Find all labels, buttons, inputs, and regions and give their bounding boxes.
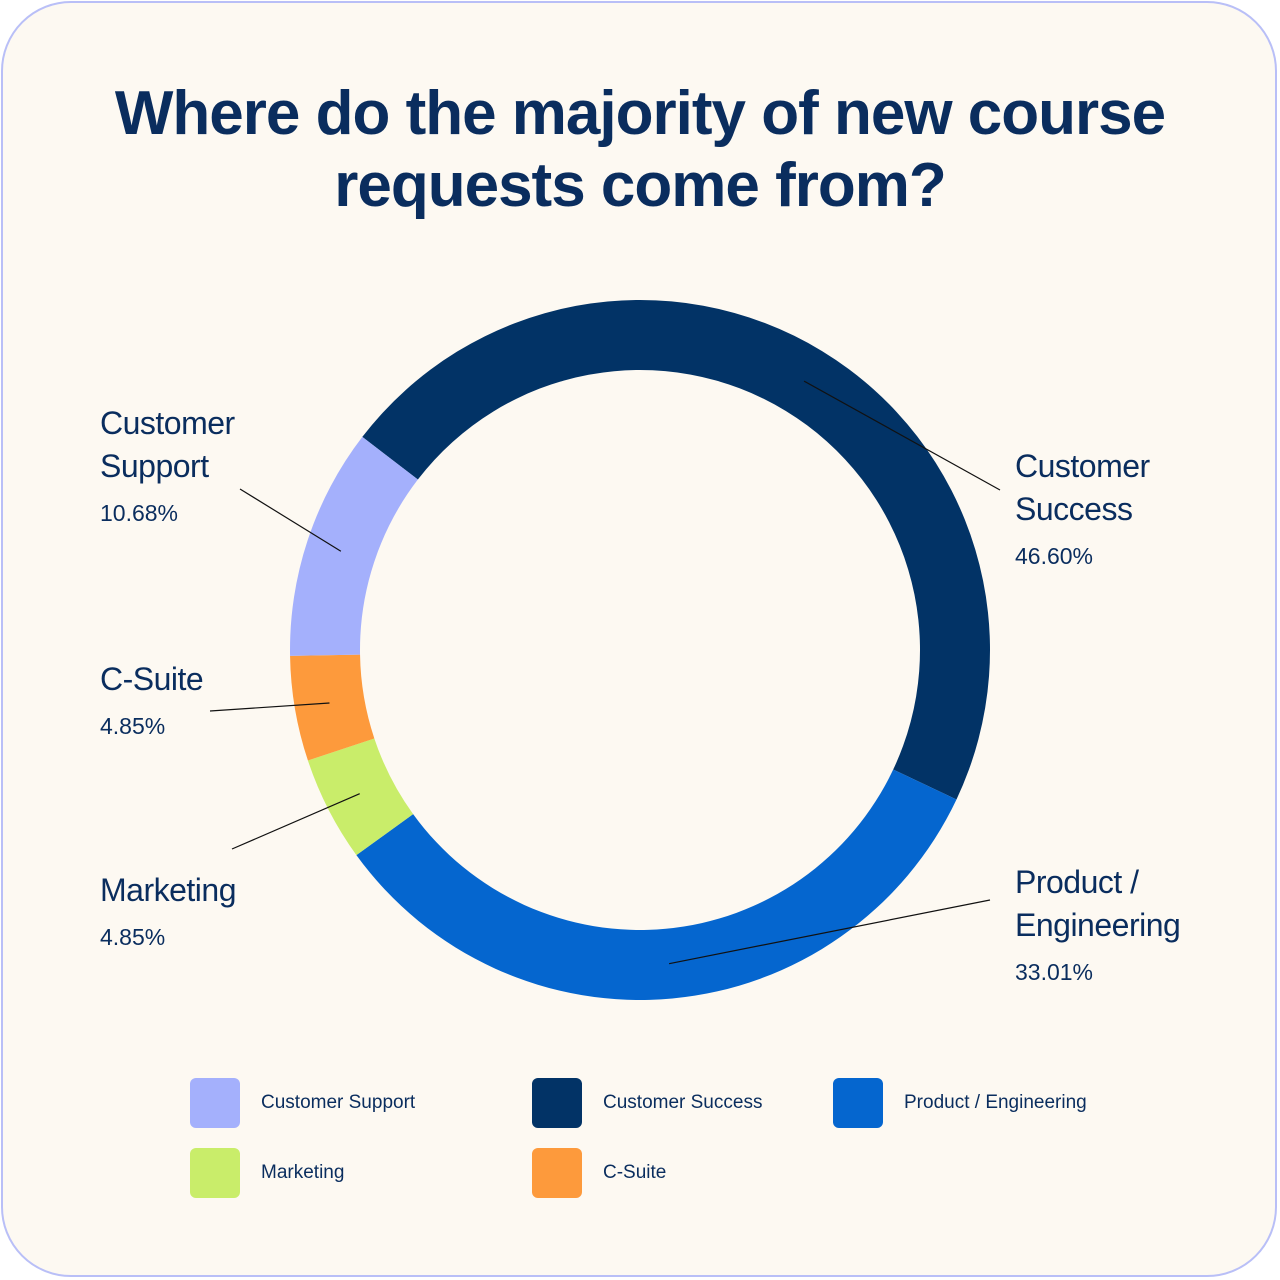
callout-marketing-name-line-1: Marketing bbox=[100, 872, 237, 908]
callout-customer-success-name-line-1: Customer bbox=[1015, 448, 1150, 484]
callout-customer-support-name-line-2: Support bbox=[100, 448, 209, 484]
leader-line-marketing bbox=[231, 793, 360, 850]
callout-customer-success-name-line-2: Success bbox=[1015, 491, 1133, 527]
chart-title-line-2: requests come from? bbox=[334, 151, 947, 220]
chart-title-line-1: Where do the majority of new course bbox=[114, 79, 1166, 148]
callout-product-engineering: Product / Engineering 33.01% bbox=[1015, 861, 1181, 987]
legend-swatch-customer-success bbox=[532, 1078, 582, 1128]
leader-line-product-engineering bbox=[668, 899, 991, 965]
callout-marketing-name: Marketing bbox=[100, 869, 237, 912]
callout-product-engineering-value: 33.01% bbox=[1015, 959, 1094, 985]
legend-item-c-suite: C-Suite bbox=[532, 1148, 666, 1198]
slice-product-engineering bbox=[356, 769, 957, 1000]
chart-legend: Customer Support Customer Success Produc… bbox=[190, 1078, 1150, 1200]
legend-label-c-suite: C-Suite bbox=[603, 1162, 667, 1183]
legend-item-marketing: Marketing bbox=[190, 1148, 344, 1198]
callout-product-engineering-name-line-2: Engineering bbox=[1015, 907, 1181, 943]
legend-label-customer-success: Customer Success bbox=[603, 1092, 763, 1113]
callout-customer-support-name: Customer Support bbox=[100, 402, 235, 488]
callout-customer-support-name-line-1: Customer bbox=[100, 405, 235, 441]
callout-customer-success: Customer Success 46.60% bbox=[1015, 445, 1150, 571]
leader-line-customer-support bbox=[239, 488, 342, 552]
slice-c-suite bbox=[290, 654, 375, 761]
legend-item-customer-support: Customer Support bbox=[190, 1078, 415, 1128]
callout-c-suite-name: C-Suite bbox=[100, 658, 204, 701]
callout-c-suite-name-line-1: C-Suite bbox=[100, 661, 204, 697]
callout-marketing: Marketing 4.85% bbox=[100, 869, 237, 952]
leader-line-c-suite bbox=[209, 702, 330, 712]
legend-swatch-product-engineering bbox=[833, 1078, 883, 1128]
legend-swatch-c-suite bbox=[532, 1148, 582, 1198]
slice-customer-success bbox=[362, 299, 991, 800]
slice-marketing bbox=[307, 738, 414, 856]
callout-product-engineering-name-line-1: Product / bbox=[1015, 864, 1139, 900]
chart-title: Where do the majority of new course requ… bbox=[0, 78, 1280, 222]
callout-customer-success-name: Customer Success bbox=[1015, 445, 1150, 531]
callout-c-suite-value: 4.85% bbox=[100, 713, 166, 739]
callout-c-suite: C-Suite 4.85% bbox=[100, 658, 204, 741]
callout-product-engineering-name: Product / Engineering bbox=[1015, 861, 1181, 947]
callout-customer-support: Customer Support 10.68% bbox=[100, 402, 235, 528]
legend-item-product-engineering: Product / Engineering bbox=[833, 1078, 1087, 1128]
slice-customer-support bbox=[290, 436, 418, 656]
legend-label-product-engineering: Product / Engineering bbox=[904, 1092, 1087, 1113]
callout-customer-support-value: 10.68% bbox=[100, 500, 179, 526]
legend-item-customer-success: Customer Success bbox=[532, 1078, 762, 1128]
legend-swatch-customer-support bbox=[190, 1078, 240, 1128]
legend-label-customer-support: Customer Support bbox=[261, 1092, 416, 1113]
leader-line-customer-success bbox=[803, 380, 1001, 491]
legend-label-marketing: Marketing bbox=[261, 1162, 345, 1183]
legend-swatch-marketing bbox=[190, 1148, 240, 1198]
callout-customer-success-value: 46.60% bbox=[1015, 543, 1094, 569]
callout-marketing-value: 4.85% bbox=[100, 924, 166, 950]
